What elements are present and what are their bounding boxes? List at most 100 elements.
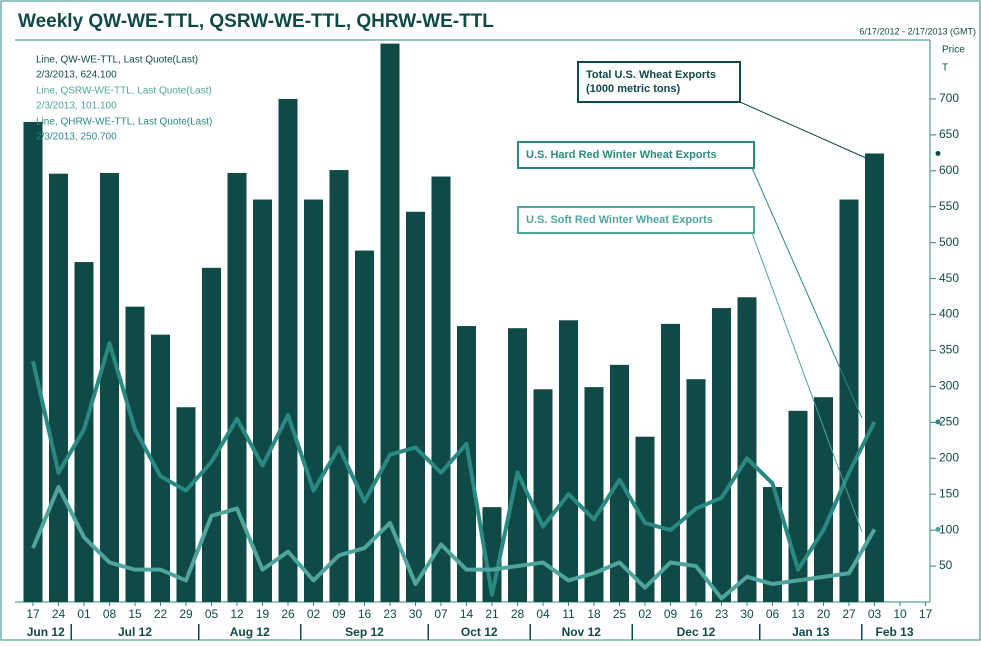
- x-tick-label: 28: [511, 607, 525, 621]
- y-tick-label: 400: [939, 307, 959, 321]
- last-value-marker: [935, 150, 941, 156]
- bar: [763, 487, 782, 602]
- annotation-box: [577, 61, 741, 103]
- x-tick-label: 09: [332, 607, 346, 621]
- legend-quote: 2/3/2013, 624.100: [36, 70, 117, 81]
- bar: [355, 250, 374, 603]
- bar: [304, 199, 323, 603]
- chart-title: Weekly QW-WE-TTL, QSRW-WE-TTL, QHRW-WE-T…: [18, 11, 494, 32]
- month-label: Aug 12: [230, 625, 270, 639]
- annotation-text: Total U.S. Wheat Exports: [586, 69, 716, 81]
- line: [31, 485, 877, 601]
- x-tick-label: 27: [842, 607, 856, 621]
- x-tick-label: 17: [26, 607, 40, 621]
- x-tick-label: 23: [715, 607, 729, 621]
- legend-name: Line, QW-WE-TTL, Last Quote(Last): [36, 55, 198, 66]
- month-label: Feb 13: [875, 625, 913, 639]
- month-label: Jul 12: [118, 625, 152, 639]
- annotation-leader: [751, 232, 863, 533]
- x-tick-label: 09: [664, 607, 678, 621]
- legend-name: Line, QSRW-WE-TTL, Last Quote(Last): [36, 86, 212, 97]
- bar: [151, 334, 170, 602]
- x-tick-label: 23: [383, 607, 397, 621]
- bar: [253, 199, 272, 603]
- month-label: Jan 13: [792, 625, 830, 639]
- x-tick-label: 24: [52, 607, 66, 621]
- legend-quote: 2/3/2013, 101.100: [36, 101, 117, 112]
- x-tick-label: 19: [256, 607, 270, 621]
- y-tick-label: 150: [939, 486, 959, 500]
- annotation-leader: [739, 101, 867, 159]
- legend-quote: 2/3/2013, 250.700: [36, 132, 117, 143]
- last-value-marker: [935, 526, 941, 532]
- x-tick-label: 13: [791, 607, 805, 621]
- date-range: 6/17/2012 - 2/17/2013 (GMT): [859, 26, 976, 36]
- y-tick-label: 600: [939, 163, 959, 177]
- x-tick-label: 21: [485, 607, 499, 621]
- x-tick-label: 03: [868, 607, 882, 621]
- line: [31, 341, 877, 597]
- annotation-box: [517, 141, 755, 169]
- month-label: Nov 12: [562, 625, 602, 639]
- x-tick-label: 16: [689, 607, 703, 621]
- bar: [202, 267, 221, 602]
- x-tick-label: 29: [179, 607, 193, 621]
- x-tick-label: 20: [817, 607, 831, 621]
- bar: [814, 397, 833, 602]
- annotation-leader: [751, 167, 863, 419]
- bar: [584, 387, 604, 602]
- bar: [278, 98, 298, 603]
- x-tick-label: 16: [358, 607, 372, 621]
- x-tick-label: 30: [740, 607, 754, 621]
- x-tick-label: 30: [409, 607, 423, 621]
- y-tick-label: 350: [939, 343, 959, 357]
- bar: [49, 173, 68, 602]
- x-tick-label: 05: [205, 607, 219, 621]
- bar: [533, 389, 553, 602]
- bar: [406, 211, 425, 602]
- x-tick-label: 04: [536, 607, 550, 621]
- x-tick-label: 25: [613, 607, 627, 621]
- bar: [559, 320, 578, 602]
- bar: [686, 379, 706, 602]
- x-tick-label: 14: [460, 607, 474, 621]
- y-tick-label: 300: [939, 379, 959, 393]
- x-tick-label: 22: [154, 607, 168, 621]
- x-tick-label: 18: [587, 607, 601, 621]
- annotation-box: [517, 206, 755, 234]
- bar: [737, 297, 757, 602]
- y-tick-label: 550: [939, 199, 959, 213]
- bar: [176, 407, 196, 602]
- bar: [380, 43, 400, 603]
- x-tick-label: 17: [919, 607, 933, 621]
- bar: [125, 306, 145, 602]
- y-axis-label: Price: [942, 45, 965, 56]
- annotation-text: U.S. Soft Red Winter Wheat Exports: [526, 214, 713, 226]
- y-tick-label: 50: [939, 558, 953, 572]
- x-tick-label: 07: [434, 607, 448, 621]
- bar: [329, 170, 349, 602]
- last-value-marker: [935, 419, 941, 425]
- y-axis-unit: T: [942, 63, 948, 74]
- y-tick-label: 100: [939, 522, 959, 536]
- x-tick-label: 02: [638, 607, 652, 621]
- month-label: Jun 12: [27, 625, 65, 639]
- bar: [788, 410, 808, 602]
- x-tick-label: 12: [230, 607, 244, 621]
- bar: [508, 328, 527, 602]
- x-tick-label: 15: [128, 607, 142, 621]
- bar: [457, 326, 476, 602]
- x-tick-label: 06: [766, 607, 780, 621]
- month-label: Sep 12: [345, 625, 384, 639]
- y-tick-label: 250: [939, 415, 959, 429]
- bar: [100, 172, 119, 602]
- x-tick-label: 11: [562, 607, 575, 621]
- x-tick-label: 10: [893, 607, 907, 621]
- bar: [712, 308, 731, 602]
- bar: [865, 153, 884, 602]
- x-tick-label: 08: [103, 607, 117, 621]
- bar: [227, 172, 247, 602]
- bar: [431, 176, 451, 603]
- y-tick-label: 200: [939, 450, 959, 464]
